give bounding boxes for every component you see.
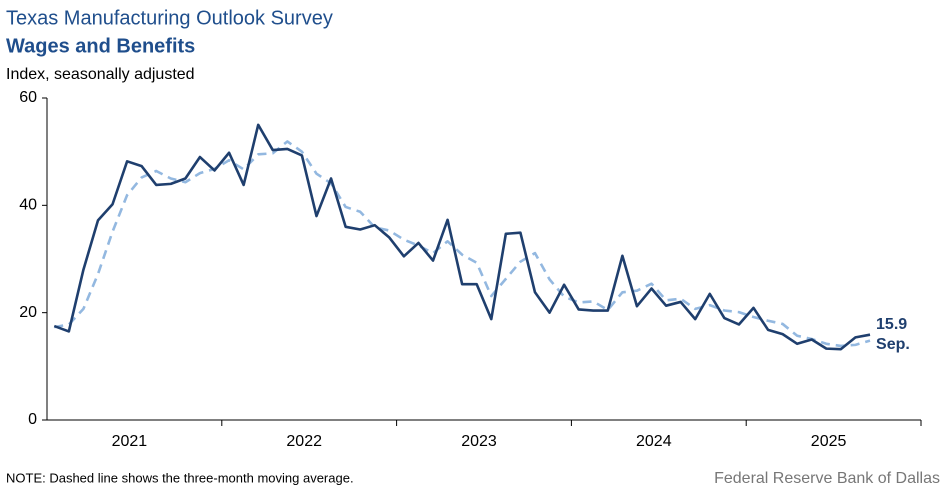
- end-date-label: Sep.: [876, 336, 910, 353]
- x-tick-label: 2023: [461, 433, 497, 450]
- x-tick-label: 2021: [112, 433, 148, 450]
- end-value-label: 15.9: [876, 316, 907, 333]
- y-tick-label: 20: [19, 304, 37, 321]
- note: NOTE: Dashed line shows the three-month …: [6, 470, 354, 485]
- source: Federal Reserve Bank of Dallas: [714, 470, 940, 487]
- series-line: [53, 123, 871, 351]
- x-tick-label: 2025: [811, 433, 847, 450]
- y-tick-label: 60: [19, 89, 37, 106]
- y-tick-label: 40: [19, 197, 37, 214]
- series-line: [54, 140, 871, 348]
- x-tick-label: 2024: [636, 433, 672, 450]
- y-axis-label: Index, seasonally adjusted: [6, 66, 195, 83]
- chart-title: Texas Manufacturing Outlook Survey: [6, 7, 333, 29]
- chart-subtitle: Wages and Benefits: [6, 35, 195, 57]
- y-tick-label: 0: [28, 411, 37, 428]
- x-tick-label: 2022: [286, 433, 322, 450]
